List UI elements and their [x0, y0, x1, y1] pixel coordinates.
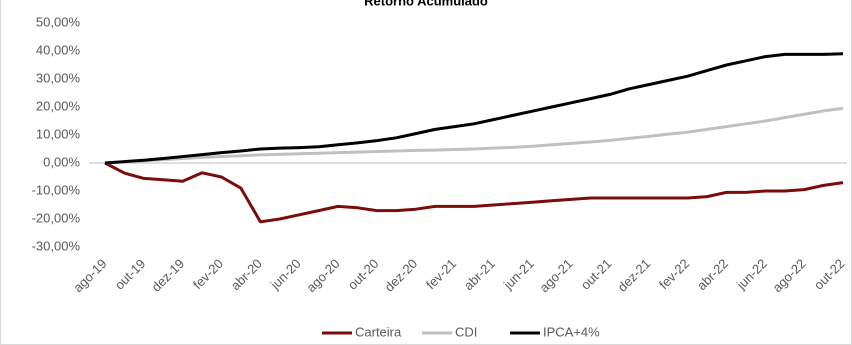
y-tick-label: 20,00% [36, 98, 81, 113]
chart-title: Retorno Acumulado [364, 0, 488, 8]
y-tick-label: 0,00% [43, 154, 80, 169]
y-tick-label: -30,00% [32, 238, 81, 253]
series-line [104, 52, 844, 165]
y-tick-label: 30,00% [36, 70, 81, 85]
series-line [104, 106, 844, 165]
y-tick-label: 50,00% [36, 14, 81, 29]
series-line [104, 161, 844, 224]
legend-label: IPCA+4% [543, 324, 600, 339]
y-tick-label: 10,00% [36, 126, 81, 141]
y-tick-label: -20,00% [32, 210, 81, 225]
legend-label: Carteira [355, 324, 402, 339]
y-tick-label: -10,00% [32, 182, 81, 197]
y-tick-label: 40,00% [36, 42, 81, 57]
legend-label: CDI [455, 324, 477, 339]
